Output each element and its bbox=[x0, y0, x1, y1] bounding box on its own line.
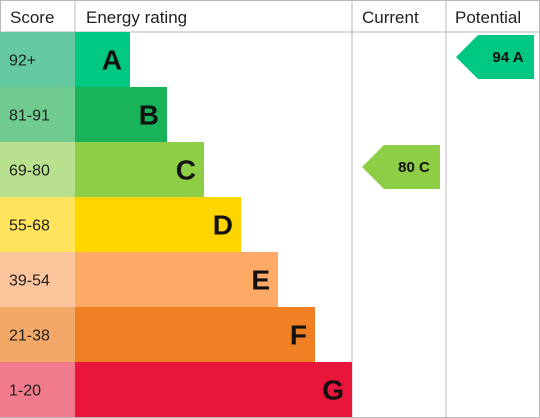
rating-bar-e bbox=[75, 252, 278, 307]
score-cell-d bbox=[0, 197, 75, 252]
score-cell-e bbox=[0, 252, 75, 307]
potential-header: Potential bbox=[455, 8, 521, 27]
score-label-d: 55-68 bbox=[9, 218, 50, 235]
rating-bar-g bbox=[75, 362, 352, 417]
potential-rating-arrow: 94 A bbox=[456, 35, 534, 79]
current-rating-arrow: 80 C bbox=[362, 145, 440, 189]
band-a: 92+ A bbox=[0, 32, 130, 87]
rating-letter-f: F bbox=[290, 320, 307, 351]
rating-bar-b bbox=[75, 87, 167, 142]
score-label-e: 39-54 bbox=[9, 273, 50, 290]
score-header: Score bbox=[10, 8, 54, 27]
score-cell-b bbox=[0, 87, 75, 142]
score-cell-g bbox=[0, 362, 75, 417]
rating-letter-e: E bbox=[251, 265, 270, 296]
header-row: Score Energy rating Current Potential bbox=[10, 8, 521, 27]
band-g: 1-20 G bbox=[0, 362, 352, 417]
score-cell-a bbox=[0, 32, 75, 87]
band-c: 69-80 C bbox=[0, 142, 204, 197]
band-f: 21-38 F bbox=[0, 307, 315, 362]
potential-rating-arrow-label: 94 A bbox=[492, 49, 523, 66]
score-label-g: 1-20 bbox=[9, 383, 41, 400]
rating-bar-d bbox=[75, 197, 241, 252]
current-header: Current bbox=[362, 8, 419, 27]
rating-letter-g: G bbox=[322, 375, 344, 406]
rating-letter-a: A bbox=[102, 45, 122, 76]
band-e: 39-54 E bbox=[0, 252, 278, 307]
band-d: 55-68 D bbox=[0, 197, 241, 252]
score-label-c: 69-80 bbox=[9, 163, 50, 180]
band-b: 81-91 B bbox=[0, 87, 167, 142]
current-rating-arrow-label: 80 C bbox=[398, 159, 430, 176]
score-cell-c bbox=[0, 142, 75, 197]
score-cell-f bbox=[0, 307, 75, 362]
rating-arrows: 80 C 94 A bbox=[362, 35, 534, 189]
rating-letter-d: D bbox=[213, 210, 233, 241]
rating-bar-f bbox=[75, 307, 315, 362]
score-label-a: 92+ bbox=[9, 53, 36, 70]
score-label-b: 81-91 bbox=[9, 108, 50, 125]
rating-bar-c bbox=[75, 142, 204, 197]
rating-bar-a bbox=[75, 32, 130, 87]
current-rating-arrow-shape bbox=[362, 145, 440, 189]
rating-bands: 92+ A 81-91 B 69-80 C 55-68 D 39-54 E 21-38 F 1-20 G bbox=[0, 32, 352, 417]
rating-letter-c: C bbox=[176, 155, 196, 186]
potential-rating-arrow-shape bbox=[456, 35, 534, 79]
energy-rating-header: Energy rating bbox=[86, 8, 187, 27]
rating-letter-b: B bbox=[139, 100, 159, 131]
score-label-f: 21-38 bbox=[9, 328, 50, 345]
